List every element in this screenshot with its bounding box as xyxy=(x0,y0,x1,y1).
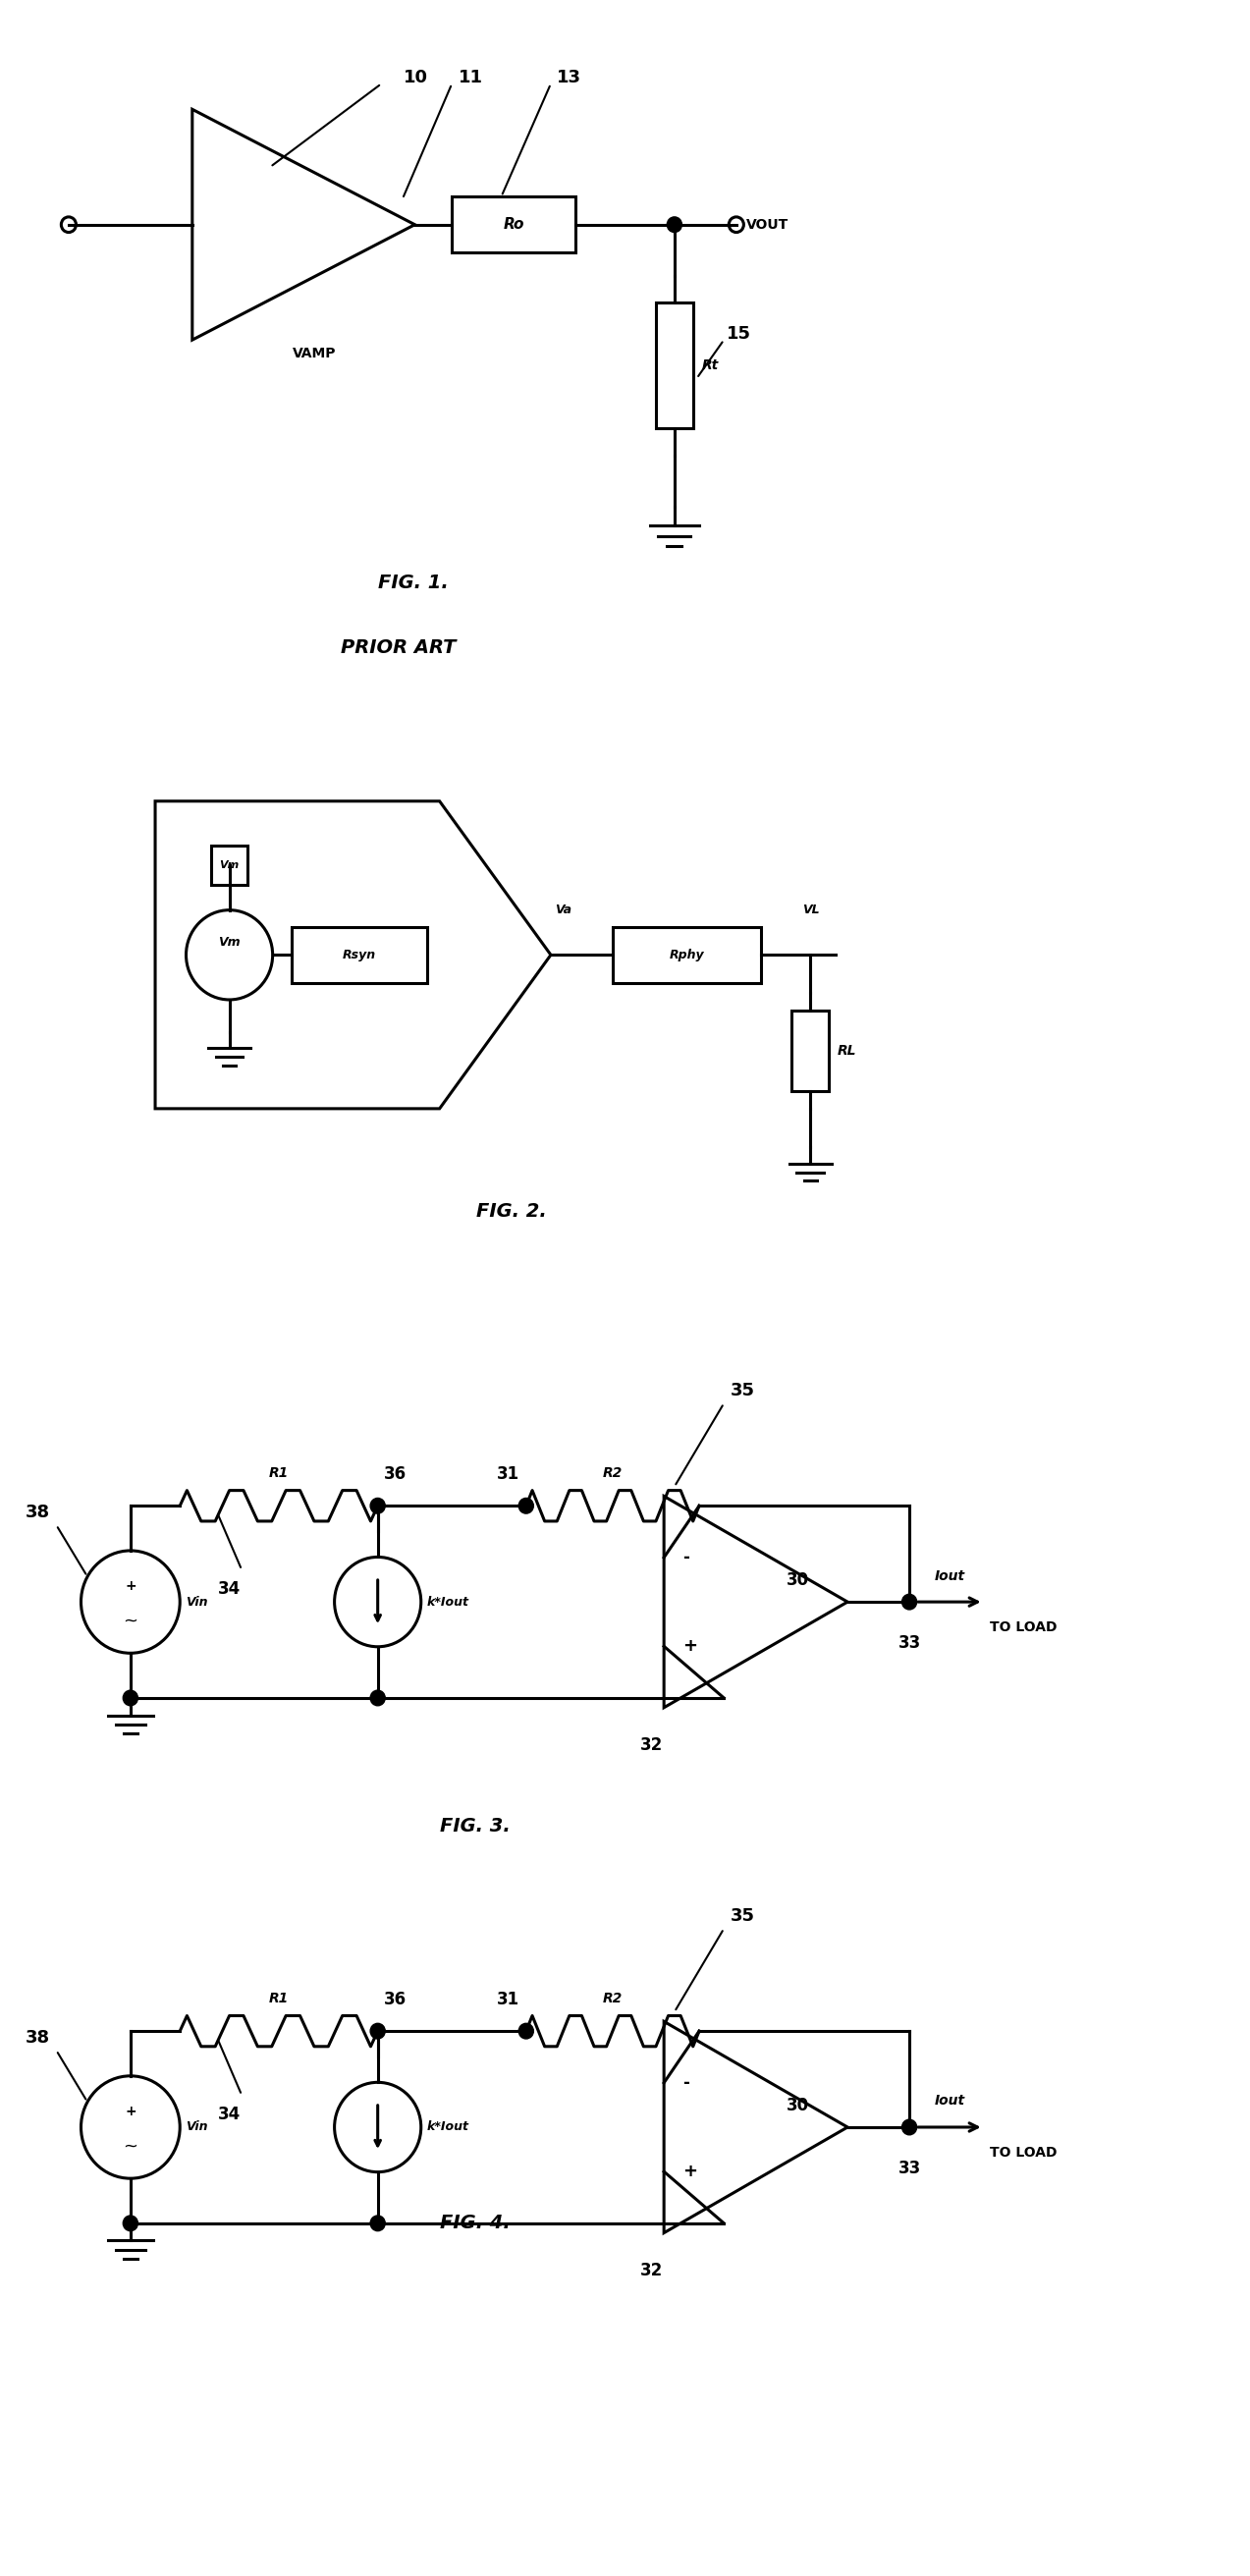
Text: FIG. 2.: FIG. 2. xyxy=(476,1203,548,1221)
Text: 31: 31 xyxy=(498,1991,520,2009)
Text: Rt: Rt xyxy=(701,358,719,374)
Text: -: - xyxy=(683,2074,689,2092)
Circle shape xyxy=(370,1499,385,1515)
Text: FIG. 3.: FIG. 3. xyxy=(440,1816,510,1837)
Bar xyxy=(612,927,761,984)
Text: 36: 36 xyxy=(384,1466,406,1484)
Text: Iout: Iout xyxy=(934,2094,965,2107)
Text: 34: 34 xyxy=(217,2105,241,2123)
Text: Ro: Ro xyxy=(504,216,524,232)
Text: 35: 35 xyxy=(730,1906,755,1924)
Text: Vm: Vm xyxy=(219,935,240,948)
Text: TO LOAD: TO LOAD xyxy=(990,2146,1057,2159)
Text: PRIOR ART: PRIOR ART xyxy=(341,639,456,657)
Circle shape xyxy=(902,1595,916,1610)
Bar xyxy=(452,196,575,252)
Circle shape xyxy=(370,1690,385,1705)
Circle shape xyxy=(370,2022,385,2038)
Text: 32: 32 xyxy=(640,1736,662,1754)
Text: R1: R1 xyxy=(269,1466,289,1481)
Text: ~: ~ xyxy=(122,2138,138,2156)
Bar xyxy=(792,1010,829,1092)
Text: 30: 30 xyxy=(786,1571,810,1589)
Circle shape xyxy=(519,1499,534,1515)
Text: Vm: Vm xyxy=(220,860,239,871)
Bar xyxy=(211,845,248,884)
Text: 36: 36 xyxy=(384,1991,406,2009)
Text: Rphy: Rphy xyxy=(669,948,704,961)
Text: FIG. 1.: FIG. 1. xyxy=(377,574,449,592)
Text: 35: 35 xyxy=(730,1381,755,1399)
Text: +: + xyxy=(125,1579,136,1595)
Text: TO LOAD: TO LOAD xyxy=(990,1620,1057,1633)
Bar xyxy=(291,927,428,984)
Circle shape xyxy=(519,2022,534,2038)
Text: ~: ~ xyxy=(122,1613,138,1631)
Text: FIG. 4.: FIG. 4. xyxy=(440,2213,510,2233)
Text: 38: 38 xyxy=(25,1504,50,1520)
Text: R2: R2 xyxy=(602,1991,622,2007)
Text: 13: 13 xyxy=(558,70,581,85)
Text: VOUT: VOUT xyxy=(746,219,789,232)
Text: k*Iout: k*Iout xyxy=(428,2120,470,2133)
Text: Rsyn: Rsyn xyxy=(342,948,376,961)
Text: -: - xyxy=(683,1548,689,1566)
Text: 31: 31 xyxy=(498,1466,520,1484)
Text: k*Iout: k*Iout xyxy=(428,1595,470,1607)
Text: 11: 11 xyxy=(458,70,482,85)
Circle shape xyxy=(668,216,681,232)
Circle shape xyxy=(370,2215,385,2231)
Text: Vin: Vin xyxy=(186,2120,209,2133)
Text: Va: Va xyxy=(555,904,571,917)
Circle shape xyxy=(122,1690,138,1705)
Text: Vin: Vin xyxy=(186,1595,209,1607)
Text: Iout: Iout xyxy=(934,1569,965,1582)
Text: +: + xyxy=(683,1638,698,1656)
Text: 15: 15 xyxy=(726,325,751,343)
Text: R2: R2 xyxy=(602,1466,622,1481)
Text: 32: 32 xyxy=(640,2262,662,2280)
Text: R1: R1 xyxy=(269,1991,289,2007)
Circle shape xyxy=(122,2215,138,2231)
Bar xyxy=(656,304,692,428)
Text: VL: VL xyxy=(801,904,819,917)
Text: 38: 38 xyxy=(25,2030,50,2045)
Text: VAMP: VAMP xyxy=(292,345,336,361)
Text: +: + xyxy=(683,2164,698,2179)
Text: 10: 10 xyxy=(404,70,429,85)
Text: 34: 34 xyxy=(217,1579,241,1597)
Text: 33: 33 xyxy=(898,2159,921,2177)
Text: 30: 30 xyxy=(786,2097,810,2115)
Circle shape xyxy=(902,2120,916,2136)
Text: RL: RL xyxy=(838,1043,856,1059)
Text: 33: 33 xyxy=(898,1633,921,1651)
Text: +: + xyxy=(125,2105,136,2117)
